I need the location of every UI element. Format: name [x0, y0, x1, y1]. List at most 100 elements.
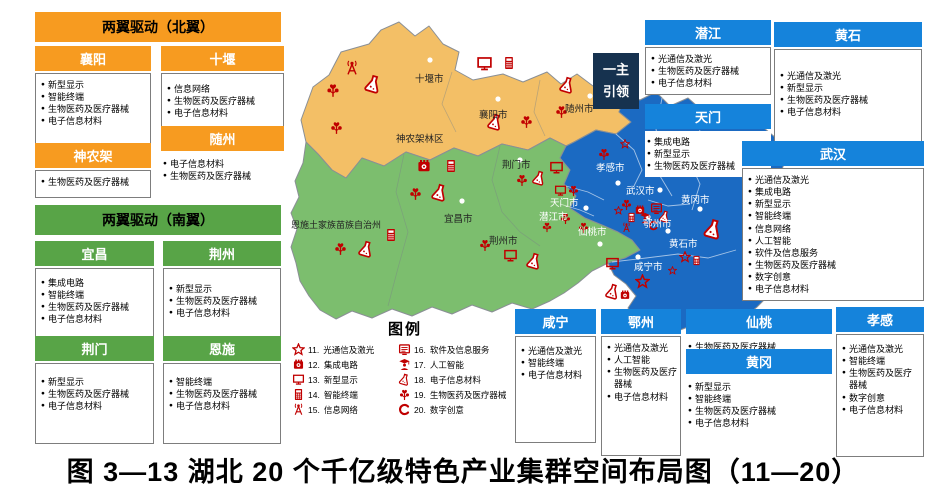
core-leading-label: 一主 引领	[593, 53, 639, 109]
industry-item: 生物医药及医疗器械	[169, 388, 277, 400]
industry-item: 生物医药及医疗器械	[688, 341, 829, 353]
legend-column-1: 11. 光通信及激光 12. 集成电路 13. 新型显示 14. 智能终端 15. 信息网…	[292, 343, 394, 416]
map-label: 鄂州市	[643, 218, 672, 230]
industry-item: 集成电路	[41, 277, 150, 289]
south-wing-title: 两翼驱动（南翼）	[35, 205, 281, 235]
legend-item: 13. 新型显示	[292, 373, 394, 386]
map-label: 潜江市	[539, 211, 568, 223]
industry-item: 新型显示	[780, 82, 918, 94]
star-icon	[292, 343, 305, 356]
industry-item: 电子信息材料	[163, 158, 281, 170]
industry-item: 电子信息材料	[167, 107, 280, 119]
city-box-ezhou: 鄂州 光通信及激光人工智能生物医药及医疗器械电子信息材料	[601, 309, 681, 456]
city-name: 荆门	[35, 336, 154, 361]
industry-item: 电子信息材料	[41, 115, 147, 127]
industry-item: 智能终端	[748, 210, 920, 222]
city-box-huanggang: 黄冈 新型显示智能终端生物医药及医疗器械电子信息材料	[686, 349, 832, 435]
city-name: 黄冈	[686, 349, 832, 374]
map-label: 宜昌市	[444, 213, 473, 225]
industry-item: 电子信息材料	[169, 307, 277, 319]
industry-item: 软件及信息服务	[748, 247, 920, 259]
city-name: 咸宁	[515, 309, 596, 334]
city-name: 孝感	[836, 307, 924, 332]
industry-list: 生物医药及医疗器械	[35, 170, 151, 198]
industry-item: 电子信息材料	[842, 404, 920, 416]
core-label-line2: 引领	[602, 84, 629, 100]
industry-item: 智能终端	[521, 357, 592, 369]
map-label: 十堰市	[415, 73, 444, 85]
city-name: 仙桃	[686, 309, 832, 334]
legend: 图例 11. 光通信及激光 12. 集成电路 13. 新型显示 14. 智能终端 15.…	[292, 318, 518, 416]
map-label: 天门市	[550, 197, 579, 209]
city-name: 天门	[645, 104, 771, 129]
map-labels: 十堰市 襄阳市 随州市 神农架林区 荆门市 宜昌市 恩施土家族苗族自治州 荆州市…	[291, 73, 710, 273]
industry-item: 电子信息材料	[41, 400, 150, 412]
legend-item: 18. 电子信息材料	[398, 373, 518, 386]
industry-list: 智能终端生物医药及医疗器械电子信息材料	[163, 363, 281, 444]
industry-list: 光通信及激光生物医药及医疗器械电子信息材料	[645, 47, 771, 96]
legend-column-2: 16. 软件及信息服务 17. 人工智能 18. 电子信息材料 19. 生物医药及医疗器…	[398, 343, 518, 416]
city-name: 恩施	[163, 336, 281, 361]
city-name: 随州	[161, 126, 284, 151]
city-name: 襄阳	[35, 46, 151, 71]
industry-item: 生物医药及医疗器械	[41, 301, 150, 313]
industry-item: 智能终端	[41, 289, 150, 301]
city-box-enshi: 恩施 智能终端生物医药及医疗器械电子信息材料	[163, 336, 281, 444]
legend-item: 11. 光通信及激光	[292, 343, 394, 356]
figure-caption: 图 3—13 湖北 20 个千亿级特色产业集群空间布局图（11—20）	[66, 457, 860, 487]
industry-item: 集成电路	[748, 186, 920, 198]
industry-item: 新型显示	[169, 283, 277, 295]
industry-item: 人工智能	[607, 354, 677, 366]
monitor-icon	[292, 373, 305, 386]
map-label: 荆州市	[489, 235, 518, 247]
map-city-dots	[427, 57, 703, 260]
city-name: 黄石	[774, 22, 922, 47]
industry-item: 电子信息材料	[780, 106, 918, 118]
chip-icon	[635, 205, 645, 214]
map-label: 黄冈市	[681, 194, 710, 206]
industry-item: 生物医药及医疗器械	[169, 295, 277, 307]
industry-item: 生物医药及医疗器械	[647, 160, 768, 172]
industry-item: 光通信及激光	[780, 70, 918, 82]
industry-item: 新型显示	[647, 148, 768, 160]
legend-item: 14. 智能终端	[292, 388, 394, 401]
industry-item: 生物医药及医疗器械	[780, 94, 918, 106]
industry-list: 光通信及激光新型显示生物医药及医疗器械电子信息材料	[774, 49, 922, 158]
chip-icon	[620, 290, 630, 299]
map-label: 黄石市	[669, 238, 698, 250]
industry-item: 生物医药及医疗器械	[41, 176, 147, 188]
city-box-jingmen: 荆门 新型显示生物医药及医疗器械电子信息材料	[35, 336, 154, 444]
map-inner-borders-west	[387, 71, 546, 307]
ai-icon	[398, 358, 411, 371]
city-box-shennongjia: 神农架 生物医药及医疗器械	[35, 143, 151, 198]
industry-item: 光通信及激光	[842, 343, 920, 355]
industry-item: 生物医药及医疗器械	[163, 170, 281, 182]
industry-item: 光通信及激光	[651, 53, 767, 65]
city-box-xiangyang: 襄阳 新型显示智能终端生物医药及医疗器械电子信息材料	[35, 46, 151, 157]
smart-terminal-icon	[628, 212, 635, 223]
city-box-xianning: 咸宁 光通信及激光智能终端电子信息材料	[515, 309, 596, 443]
city-name: 神农架	[35, 143, 151, 168]
map-label: 随州市	[565, 103, 594, 115]
industry-list: 光通信及激光集成电路新型显示智能终端信息网络人工智能软件及信息服务生物医药及医疗…	[742, 168, 924, 302]
city-box-suizhou: 随州 电子信息材料生物医药及医疗器械	[161, 126, 284, 188]
map-label: 武汉市	[626, 185, 655, 197]
city-name: 潜江	[645, 20, 771, 45]
legend-item: 19. 生物医药及医疗器械	[398, 388, 518, 401]
map-label: 神农架林区	[396, 133, 444, 145]
city-name: 十堰	[161, 46, 284, 71]
industry-item: 数字创意	[748, 271, 920, 283]
smart-terminal-icon	[447, 160, 455, 172]
legend-item: 16. 软件及信息服务	[398, 343, 518, 356]
industry-item: 新型显示	[41, 376, 150, 388]
city-box-wuhan: 武汉 光通信及激光集成电路新型显示智能终端信息网络人工智能软件及信息服务生物医药…	[742, 141, 924, 302]
map-label: 孝感市	[596, 162, 625, 174]
industry-item: 电子信息材料	[748, 283, 920, 295]
industry-item: 电子信息材料	[41, 313, 150, 325]
industry-item: 光通信及激光	[521, 345, 592, 357]
map-label: 恩施土家族苗族自治州	[291, 219, 381, 230]
industry-item: 光通信及激光	[607, 342, 677, 354]
city-box-qianjiang: 潜江 光通信及激光生物医药及医疗器械电子信息材料	[645, 20, 771, 96]
city-box-xiaogan: 孝感 光通信及激光智能终端生物医药及医疗器械数字创意电子信息材料	[836, 307, 924, 457]
